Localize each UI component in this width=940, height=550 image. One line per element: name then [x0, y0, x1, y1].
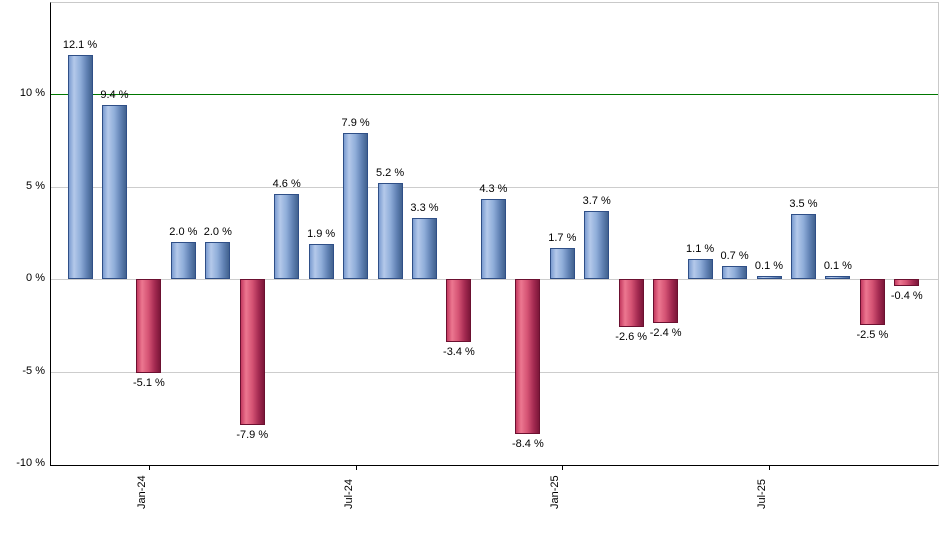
bar-value-label: -2.6 %: [615, 331, 648, 344]
bar: [205, 242, 231, 279]
bar-value-label: -8.4 %: [511, 438, 544, 451]
bar-value-label: 1.9 %: [307, 227, 336, 240]
bar-value-label: 3.7 %: [582, 194, 611, 207]
bar-value-label: 2.0 %: [203, 226, 232, 238]
bar: [274, 193, 300, 279]
x-axis-label: Jul-25: [756, 479, 768, 509]
x-axis-label: Jan-24: [135, 475, 148, 509]
y-axis-label: 5 %: [26, 179, 45, 192]
gridline: [51, 371, 938, 373]
bar: [170, 242, 196, 279]
bar: [549, 247, 575, 279]
bar: [515, 279, 541, 435]
bar: [377, 182, 403, 279]
bar: [446, 279, 472, 342]
bar-value-label: 0.7 %: [720, 250, 749, 263]
gridline: [51, 186, 938, 188]
bar-value-label: -2.5 %: [856, 329, 889, 342]
bar-value-label: 3.5 %: [789, 198, 818, 211]
bar: [894, 279, 920, 287]
bar-value-label: 1.1 %: [686, 242, 715, 255]
x-axis-tick: [769, 465, 770, 470]
bar-value-label: 0.1 %: [754, 260, 784, 272]
bar-value-label: -2.4 %: [649, 327, 682, 340]
bar: [790, 214, 816, 279]
x-axis-tick: [148, 465, 150, 470]
bar: [101, 105, 127, 279]
x-axis-tick: [355, 465, 357, 470]
bar: [756, 276, 782, 279]
bar: [239, 279, 265, 426]
bar: [859, 279, 885, 326]
bar: [136, 279, 162, 374]
bar: [584, 210, 610, 279]
y-axis-label: 0 %: [26, 272, 45, 284]
bar: [480, 199, 506, 279]
bar: [67, 55, 93, 279]
y-axis-label: 10 %: [19, 87, 45, 99]
bar-value-label: -7.9 %: [236, 429, 269, 442]
bar-value-label: 4.3 %: [479, 183, 508, 196]
bar-value-label: -3.4 %: [443, 345, 475, 358]
reference-line-10pct: [51, 94, 938, 95]
bar: [722, 266, 748, 279]
bar: [308, 243, 334, 279]
plot-area: 12.1 % 9.4 % -5.1 % 2.0 % 2.0 % -7.9 % 4.6 % 1.…: [50, 2, 939, 466]
bar-value-label: 7.9 %: [341, 116, 370, 129]
bar-value-label: 2.0 %: [169, 226, 198, 238]
bar: [618, 279, 644, 328]
y-axis-label: -5 %: [22, 364, 45, 377]
bar: [687, 258, 713, 279]
bar-value-label: 3.3 %: [410, 201, 439, 214]
gridline: [51, 279, 938, 280]
bar-value-label: 5.2 %: [375, 166, 405, 179]
bar-value-label: 4.6 %: [272, 177, 301, 190]
bar-value-label: 0.1 %: [823, 260, 852, 272]
x-axis-tick: [562, 465, 564, 470]
bar: [343, 132, 369, 279]
bar-value-label: 9.4 %: [100, 89, 129, 102]
bar: [825, 276, 851, 279]
y-axis-label: -10 %: [16, 457, 45, 469]
bar-value-label: -5.1 %: [132, 377, 165, 390]
x-axis-label: Jan-25: [549, 475, 562, 509]
bar-value-label: 12.1 %: [62, 39, 98, 52]
bar: [412, 217, 437, 279]
bar-value-label: 1.7 %: [548, 231, 577, 244]
bar-value-label: -0.4 %: [890, 290, 923, 303]
x-axis-label: Jul-24: [342, 479, 355, 509]
bar: [653, 279, 679, 324]
